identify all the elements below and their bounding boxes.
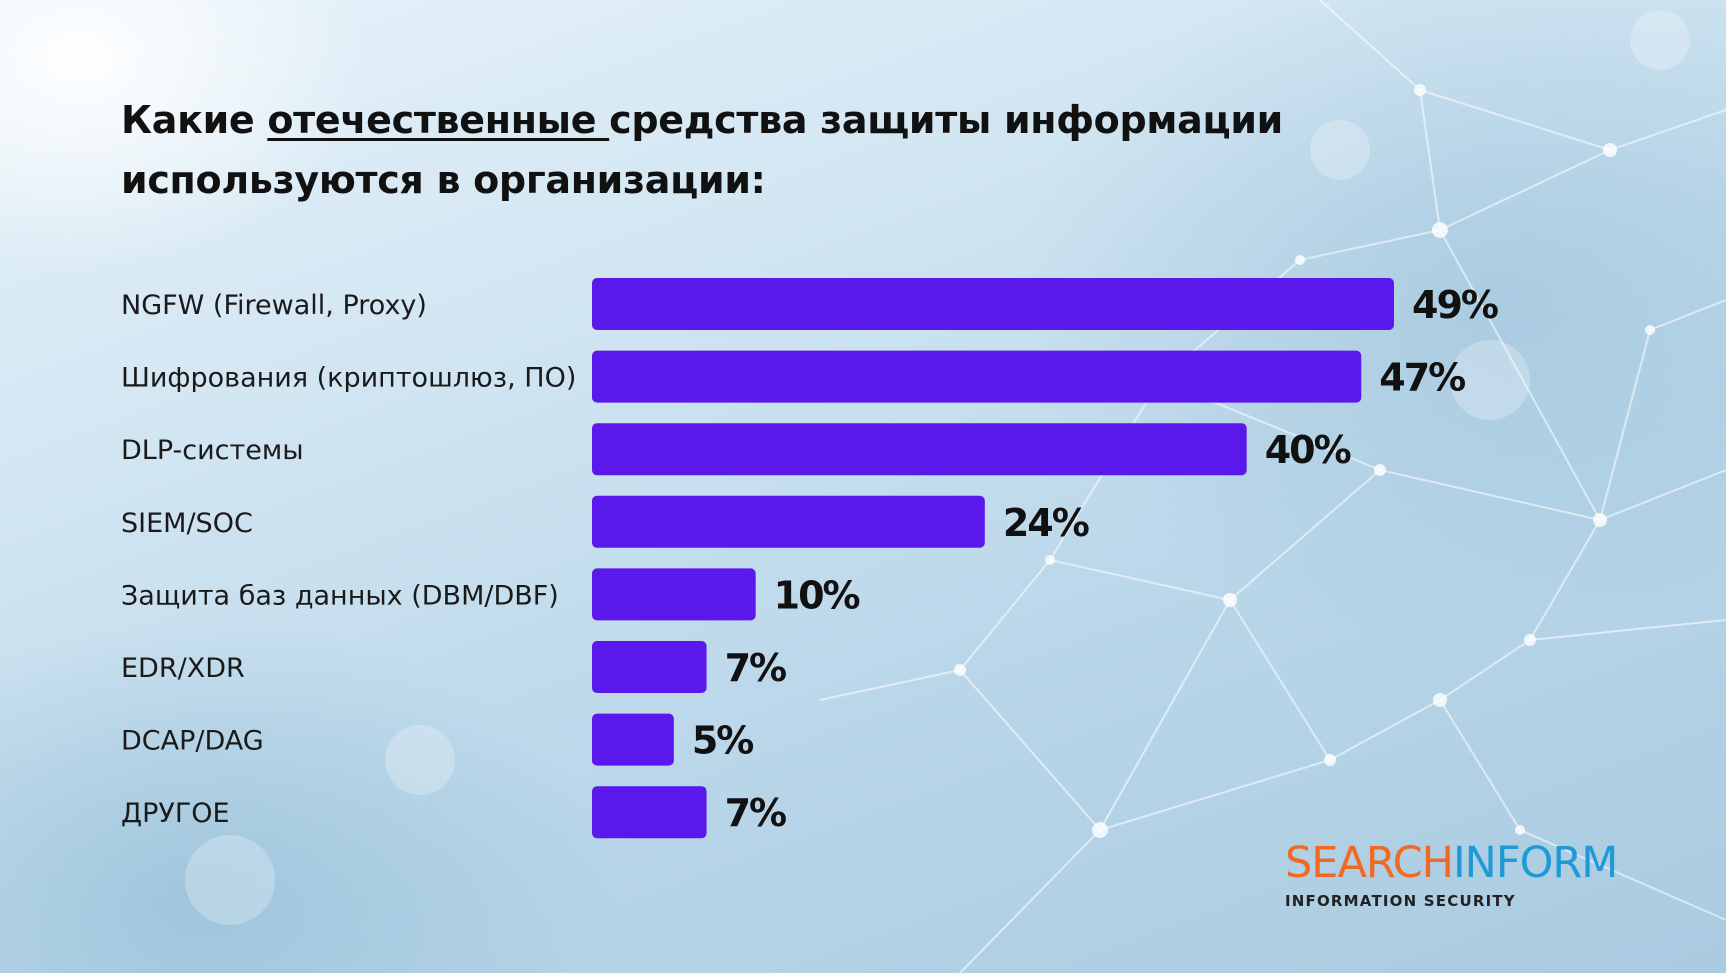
bar (592, 423, 1247, 476)
value-label: 24% (1003, 501, 1089, 545)
value-label: 5% (692, 719, 753, 763)
category-label: SIEM/SOC (121, 508, 253, 539)
title-part1: Какие (121, 98, 268, 142)
bar (592, 568, 756, 621)
category-label: DLP-системы (121, 435, 304, 466)
category-label: DCAP/DAG (121, 726, 264, 757)
value-label: 49% (1412, 283, 1498, 327)
searchinform-logo: SEARCHINFORM INFORMATION SECURITY (1285, 840, 1685, 910)
title-line2: используются в организации: (121, 158, 766, 202)
title-underlined-word: отечественные (267, 98, 610, 142)
value-label: 7% (725, 791, 786, 835)
bar (592, 278, 1394, 330)
bar (592, 713, 674, 766)
value-label: 10% (774, 573, 860, 617)
chart-title: Какие отечественные средства защиты инфо… (121, 90, 1421, 210)
logo-wordmark: SEARCHINFORM (1285, 840, 1685, 886)
bar (592, 786, 707, 839)
category-label: ДРУГОЕ (121, 798, 230, 829)
logo-word-inform: INFORM (1452, 838, 1618, 888)
bar (592, 350, 1362, 403)
bar (592, 641, 707, 693)
value-label: 40% (1265, 428, 1351, 472)
category-label: Защита баз данных (DBM/DBF) (121, 580, 559, 611)
category-label: NGFW (Firewall, Proxy) (121, 290, 427, 321)
logo-word-search: SEARCH (1285, 838, 1454, 888)
bar (592, 495, 985, 548)
title-part2: средства защиты информации (609, 98, 1283, 142)
value-label: 7% (725, 646, 786, 690)
logo-tagline: INFORMATION SECURITY (1285, 892, 1516, 910)
value-label: 47% (1379, 356, 1465, 400)
category-label: EDR/XDR (121, 653, 245, 684)
category-label: Шифрования (криптошлюз, ПО) (121, 363, 576, 394)
